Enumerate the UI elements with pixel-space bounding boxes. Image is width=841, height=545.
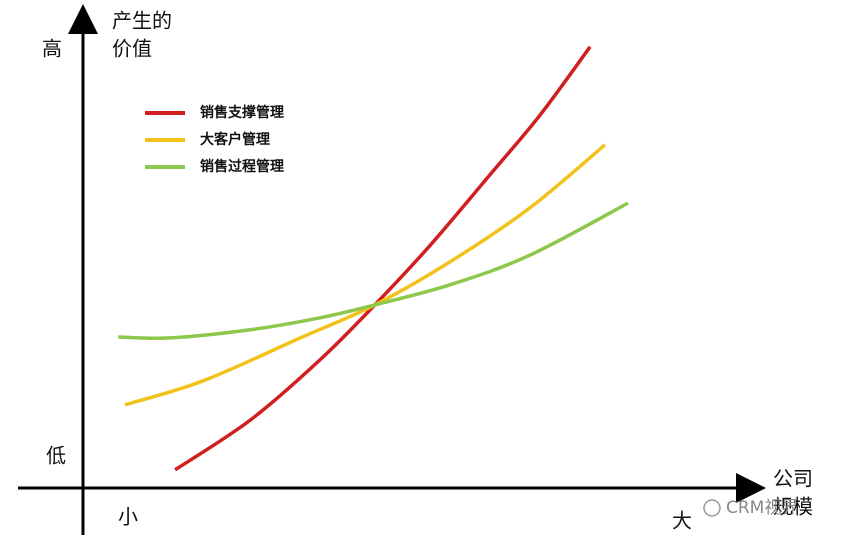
legend-label: 销售支撑管理 [200, 104, 284, 121]
y-label: 价值 [112, 37, 152, 61]
legend-label: 大客户管理 [200, 131, 270, 148]
line [124, 143, 607, 407]
x-label: 公司 [773, 467, 813, 491]
x-large: 大 [672, 509, 692, 533]
legend-label: 销售过程管理 [200, 158, 284, 175]
line [118, 201, 629, 341]
y-label: 产生的 [112, 9, 172, 33]
x-label: 规模 [773, 495, 813, 519]
y-high: 高 [42, 37, 62, 61]
watermark: CRM视界 [726, 498, 798, 518]
x-small: 小 [118, 505, 138, 529]
line [174, 45, 592, 472]
y-low: 低 [46, 444, 66, 468]
watermark-icon [703, 499, 721, 517]
